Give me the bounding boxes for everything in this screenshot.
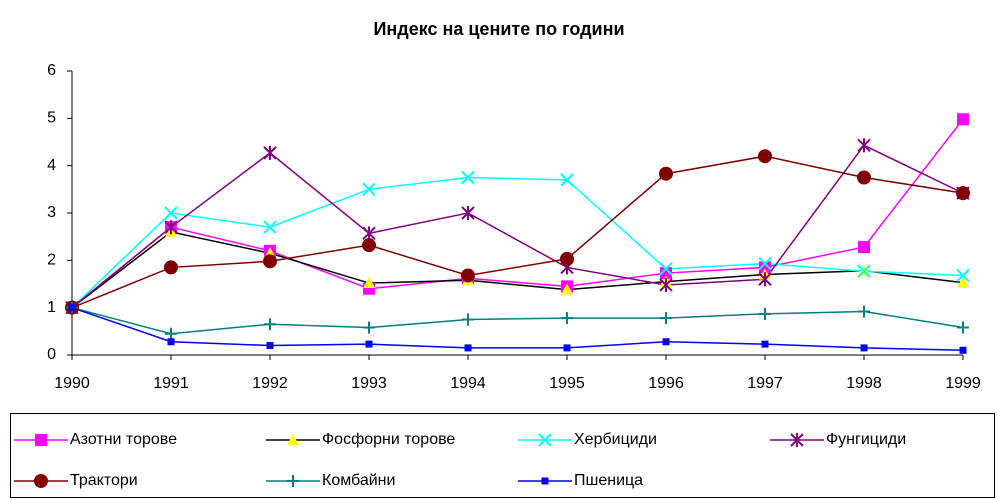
- x-tick-label: 1990: [54, 375, 90, 392]
- data-point: [956, 268, 970, 283]
- y-tick-label: 6: [47, 62, 56, 79]
- data-point: [362, 182, 376, 197]
- data-point: [263, 254, 277, 269]
- legend-marker: [538, 433, 552, 447]
- data-point: [264, 318, 276, 331]
- x-tick-label: 1993: [351, 375, 387, 392]
- series-line: [71, 231, 964, 309]
- data-point: [266, 342, 274, 350]
- legend-marker: [790, 433, 804, 447]
- series-line: [71, 306, 964, 352]
- data-point: [164, 220, 178, 235]
- data-point: [659, 262, 673, 276]
- legend-label: Фосфорни торове: [322, 431, 455, 448]
- x-tick-label: 1992: [252, 375, 288, 392]
- data-point: [462, 313, 474, 326]
- data-point: [363, 277, 375, 289]
- data-point: [858, 305, 870, 318]
- data-point: [957, 113, 969, 126]
- data-point: [365, 340, 373, 348]
- data-point: [464, 344, 472, 352]
- data-point: [857, 264, 871, 278]
- legend-marker: [34, 474, 48, 488]
- legend-label: Фунгициди: [826, 431, 906, 448]
- data-point: [165, 327, 177, 340]
- data-point: [561, 283, 573, 295]
- legend-marker: [35, 434, 47, 446]
- data-point: [761, 340, 769, 348]
- data-point: [956, 186, 970, 201]
- data-point: [164, 260, 178, 275]
- legend-label: Трактори: [70, 472, 138, 489]
- x-tick-label: 1995: [549, 375, 585, 392]
- data-point: [959, 346, 967, 354]
- data-point: [957, 321, 969, 334]
- x-tick-label: 1991: [153, 375, 189, 392]
- legend-label: Хербициди: [574, 431, 657, 448]
- data-point: [461, 170, 475, 185]
- legend-marker: [287, 475, 299, 487]
- chart-title: Индекс на цените по години: [373, 19, 624, 39]
- data-point: [68, 304, 76, 312]
- data-point: [857, 170, 871, 185]
- x-tick-label: 1996: [648, 375, 684, 392]
- y-tick-label: 2: [47, 252, 56, 269]
- data-point: [660, 267, 672, 280]
- data-point: [759, 307, 771, 320]
- legend-marker: [287, 434, 299, 445]
- y-tick-label: 3: [47, 204, 56, 221]
- x-tick-label: 1998: [846, 375, 882, 392]
- data-point: [362, 226, 376, 241]
- data-point: [461, 206, 475, 220]
- data-point: [560, 173, 574, 187]
- y-tick-label: 5: [47, 110, 56, 127]
- data-point: [857, 138, 871, 153]
- data-point: [660, 312, 672, 325]
- data-point: [860, 344, 868, 352]
- data-point: [759, 261, 771, 274]
- data-point: [662, 338, 670, 346]
- data-point: [858, 241, 870, 254]
- data-point: [957, 276, 969, 288]
- data-point: [167, 338, 175, 346]
- series-line: [71, 155, 964, 309]
- data-point: [263, 220, 277, 234]
- data-point: [758, 256, 772, 271]
- data-point: [561, 312, 573, 325]
- data-point: [563, 344, 571, 352]
- data-point: [461, 268, 475, 283]
- data-point: [758, 149, 772, 164]
- legend-label: Комбайни: [322, 472, 395, 489]
- legend-label: Азотни торове: [70, 431, 177, 448]
- x-tick-label: 1994: [450, 375, 486, 392]
- data-point: [363, 321, 375, 334]
- series-line: [71, 306, 964, 335]
- data-point: [362, 238, 376, 253]
- series-line: [71, 118, 964, 309]
- y-tick-label: 0: [47, 346, 56, 363]
- data-point: [560, 251, 574, 266]
- data-point: [263, 145, 277, 160]
- data-point: [164, 206, 178, 220]
- data-point: [659, 277, 673, 292]
- y-tick-label: 4: [47, 157, 56, 174]
- series-line: [71, 176, 964, 309]
- legend-box: [10, 413, 995, 498]
- legend-marker: [541, 477, 549, 485]
- series-line: [71, 144, 964, 309]
- data-point: [758, 272, 772, 287]
- x-tick-label: 1997: [747, 375, 783, 392]
- x-tick-label: 1999: [945, 375, 981, 392]
- y-tick-label: 1: [47, 299, 56, 316]
- legend-label: Пшеница: [574, 472, 643, 489]
- data-point: [659, 166, 673, 181]
